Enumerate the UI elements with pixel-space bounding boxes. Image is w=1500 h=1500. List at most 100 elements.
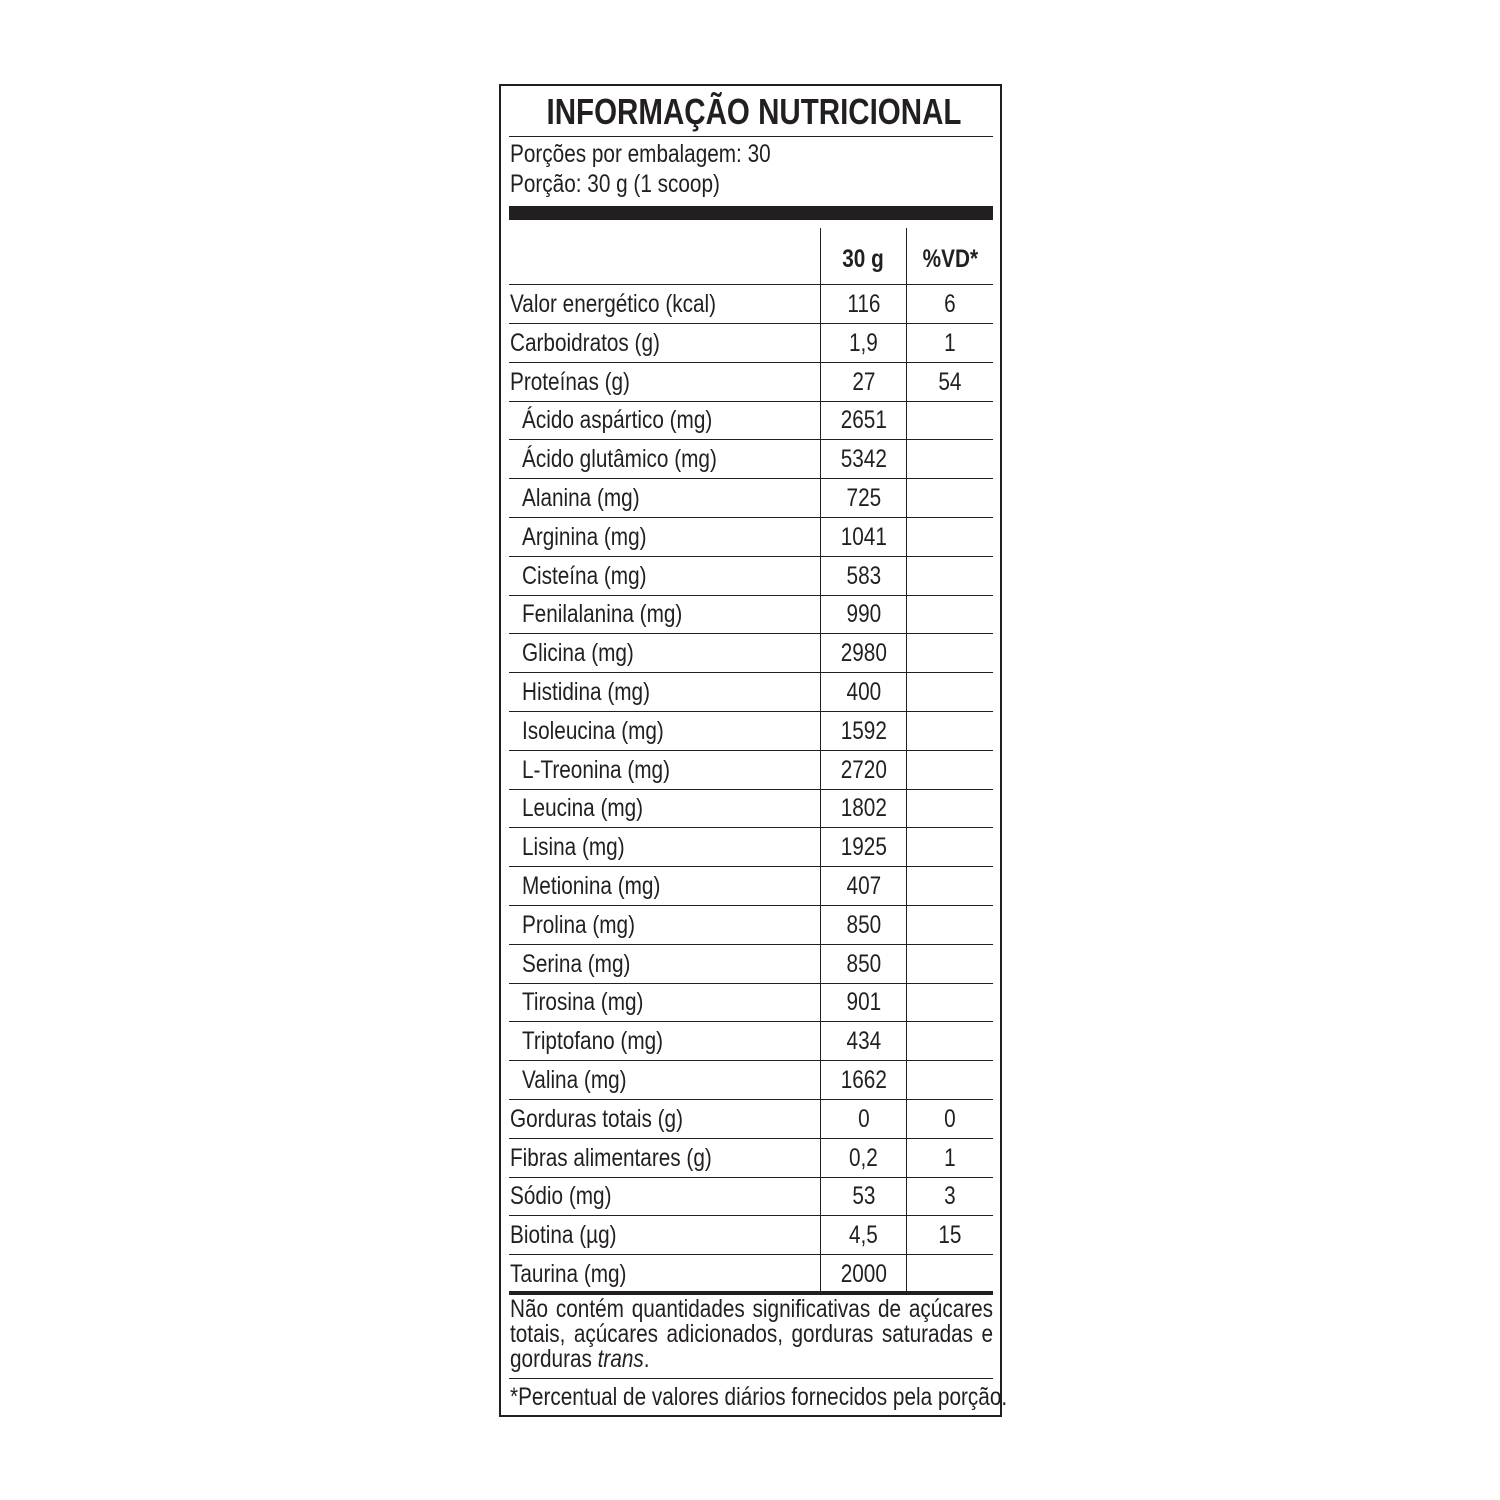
nutrient-dv-text: 3 bbox=[944, 1182, 956, 1211]
nutrient-name: Ácido glutâmico (mg) bbox=[522, 444, 757, 474]
nutrition-facts-label: INFORMAÇÃO NUTRICIONAL Porções por embal… bbox=[499, 84, 1007, 1417]
nutrient-amount-text: 990 bbox=[846, 600, 881, 629]
nutrient-dv-text: 6 bbox=[944, 290, 956, 318]
nutrient-dv bbox=[907, 987, 993, 1017]
nutrient-name-text: Metionina (mg) bbox=[522, 872, 661, 900]
nutrient-amount: 1592 bbox=[821, 716, 906, 746]
row-divider bbox=[509, 517, 993, 518]
nutrient-name: Tirosina (mg) bbox=[522, 987, 668, 1017]
nutrient-amount-text: 2651 bbox=[840, 406, 887, 435]
nutrient-name: Gorduras totais (g) bbox=[510, 1104, 718, 1134]
nutrient-row: Triptofano (mg) 434 bbox=[509, 1022, 993, 1062]
nutrient-amount: 1662 bbox=[821, 1065, 906, 1095]
row-divider bbox=[509, 594, 993, 596]
row-divider bbox=[509, 943, 993, 945]
nutrient-row: Arginina (mg) 1041 bbox=[509, 518, 993, 557]
nutrient-name: Valor energético (kcal) bbox=[510, 289, 758, 319]
column-divider bbox=[906, 228, 907, 1294]
row-divider bbox=[509, 905, 993, 906]
row-divider bbox=[509, 633, 993, 635]
column-header-amount: 30 g bbox=[821, 244, 906, 274]
nutrient-amount: 400 bbox=[821, 677, 906, 707]
nutrient-dv bbox=[907, 638, 993, 668]
nutrient-name-text: Biotina (µg) bbox=[510, 1221, 617, 1250]
row-divider bbox=[509, 1215, 993, 1217]
nutrient-name-text: Alanina (mg) bbox=[522, 484, 640, 512]
thick-divider bbox=[509, 1291, 993, 1295]
nutrient-dv bbox=[907, 599, 993, 629]
nutrient-dv-text: 1 bbox=[944, 328, 956, 357]
nutrient-name: Fibras alimentares (g) bbox=[510, 1143, 753, 1173]
nutrient-dv bbox=[907, 755, 993, 785]
nutrient-name: Carboidratos (g) bbox=[510, 328, 691, 358]
thick-divider bbox=[509, 206, 993, 220]
nutrient-row: Tirosina (mg) 901 bbox=[509, 983, 993, 1023]
nutrient-name-text: Histidina (mg) bbox=[522, 678, 650, 706]
nutrient-amount: 1041 bbox=[821, 522, 906, 552]
nutrient-name-text: Isoleucina (mg) bbox=[522, 716, 664, 745]
nutrient-dv: 0 bbox=[907, 1104, 993, 1134]
nutrient-dv bbox=[907, 444, 993, 474]
serving-size-text: Porção: 30 g (1 scoop) bbox=[510, 170, 720, 198]
nutrient-row: Leucina (mg) 1802 bbox=[509, 789, 993, 829]
nutrient-name: Metionina (mg) bbox=[522, 871, 689, 901]
nutrient-amount: 5342 bbox=[821, 444, 906, 474]
nutrient-amount-text: 400 bbox=[846, 678, 881, 706]
nutrient-dv bbox=[907, 832, 993, 862]
nutrient-amount: 434 bbox=[821, 1026, 906, 1056]
nutrient-row: Cisteína (mg) 583 bbox=[509, 557, 993, 596]
column-header-dv-text: %VD* bbox=[922, 245, 978, 273]
footnote: Não contém quantidades significativas de… bbox=[510, 1297, 993, 1372]
nutrient-amount-text: 116 bbox=[846, 290, 881, 318]
nutrient-row: Isoleucina (mg) 1592 bbox=[509, 712, 993, 751]
row-divider bbox=[509, 1137, 993, 1139]
nutrient-dv bbox=[907, 910, 993, 940]
nutrient-name-text: Tirosina (mg) bbox=[522, 988, 644, 1017]
footnote-end: . bbox=[643, 1345, 650, 1373]
nutrient-amount: 53 bbox=[821, 1181, 906, 1211]
nutrient-amount: 2000 bbox=[821, 1259, 906, 1289]
nutrient-dv bbox=[907, 1065, 993, 1095]
nutrient-name-text: Fenilalanina (mg) bbox=[522, 600, 683, 629]
nutrient-amount-text: 434 bbox=[846, 1027, 881, 1056]
nutrient-name: Lisina (mg) bbox=[522, 832, 646, 862]
nutrient-amount: 0 bbox=[821, 1104, 906, 1134]
nutrient-amount-text: 1041 bbox=[840, 522, 887, 551]
nutrient-name: Prolina (mg) bbox=[522, 910, 658, 940]
nutrient-amount-text: 1802 bbox=[840, 794, 887, 823]
nutrient-name-text: Gorduras totais (g) bbox=[510, 1104, 683, 1133]
nutrient-name: Cisteína (mg) bbox=[522, 561, 672, 591]
row-divider bbox=[509, 400, 993, 402]
nutrient-name-text: Serina (mg) bbox=[522, 949, 631, 978]
nutrient-name-text: Leucina (mg) bbox=[522, 794, 644, 823]
nutrient-row: Ácido glutâmico (mg) 5342 bbox=[509, 440, 993, 480]
nutrient-amount-text: 1662 bbox=[840, 1066, 887, 1094]
label-title-text: INFORMAÇÃO NUTRICIONAL bbox=[546, 91, 962, 132]
nutrient-amount-text: 901 bbox=[846, 988, 881, 1017]
row-divider bbox=[509, 1060, 993, 1062]
divider bbox=[509, 1378, 993, 1379]
row-divider bbox=[509, 555, 993, 557]
nutrient-row: Biotina (µg) 4,5 15 bbox=[509, 1216, 993, 1256]
row-divider bbox=[509, 788, 993, 790]
nutrient-row: Gorduras totais (g) 0 0 bbox=[509, 1100, 993, 1139]
nutrient-name: Taurina (mg) bbox=[510, 1259, 650, 1289]
row-divider bbox=[509, 672, 993, 674]
nutrient-dv bbox=[907, 677, 993, 707]
nutrient-name-text: Arginina (mg) bbox=[522, 522, 647, 551]
nutrient-name-text: Triptofano (mg) bbox=[522, 1027, 664, 1056]
nutrient-name: Arginina (mg) bbox=[522, 522, 672, 552]
nutrient-row: Proteínas (g) 27 54 bbox=[509, 363, 993, 402]
nutrient-amount: 0,2 bbox=[821, 1143, 906, 1173]
nutrient-dv: 3 bbox=[907, 1181, 993, 1211]
divider bbox=[509, 136, 993, 137]
nutrient-dv bbox=[907, 949, 993, 979]
nutrient-dv bbox=[907, 1259, 993, 1289]
nutrient-name: Ácido aspártico (mg) bbox=[522, 405, 751, 435]
nutrient-amount: 901 bbox=[821, 987, 906, 1017]
nutrient-name-text: Taurina (mg) bbox=[510, 1260, 627, 1288]
nutrient-row: Prolina (mg) 850 bbox=[509, 906, 993, 945]
serving-size: Porção: 30 g (1 scoop) bbox=[510, 169, 763, 199]
nutrient-dv: 54 bbox=[907, 367, 993, 397]
nutrient-name-text: Cisteína (mg) bbox=[522, 561, 647, 590]
